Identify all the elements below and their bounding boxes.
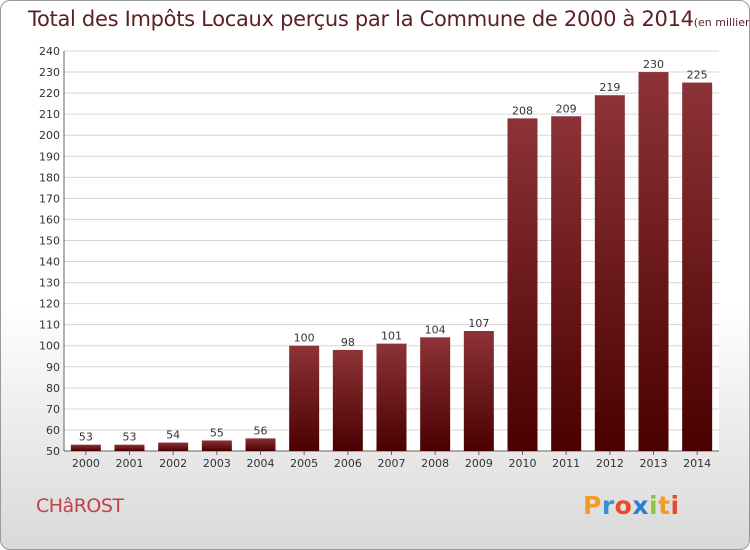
logo-letter: i bbox=[649, 491, 659, 520]
x-tick-label: 2011 bbox=[552, 457, 580, 470]
y-tick-label: 200 bbox=[39, 129, 60, 142]
bar bbox=[332, 349, 363, 451]
x-tick-label: 2013 bbox=[640, 457, 668, 470]
data-label: 219 bbox=[599, 81, 620, 94]
data-label: 225 bbox=[687, 69, 708, 82]
y-tick-label: 230 bbox=[39, 66, 60, 79]
x-tick-label: 2004 bbox=[247, 457, 275, 470]
data-label: 104 bbox=[425, 323, 446, 336]
data-label: 54 bbox=[166, 429, 180, 442]
bar bbox=[201, 440, 232, 451]
x-tick-label: 2007 bbox=[378, 457, 406, 470]
logo-letter: x bbox=[632, 491, 649, 520]
bar bbox=[376, 343, 407, 451]
bar bbox=[507, 118, 538, 452]
bar bbox=[463, 331, 494, 451]
y-tick-label: 120 bbox=[39, 298, 60, 311]
y-tick-label: 220 bbox=[39, 87, 60, 100]
bar bbox=[158, 442, 189, 451]
x-tick-label: 2002 bbox=[159, 457, 187, 470]
data-label: 56 bbox=[254, 424, 268, 437]
chart-title-text: Total des Impôts Locaux perçus par la Co… bbox=[28, 7, 694, 31]
data-label: 53 bbox=[123, 431, 137, 444]
commune-name: CHâROST bbox=[36, 495, 124, 517]
y-tick-label: 50 bbox=[46, 445, 60, 458]
x-tick-label: 2003 bbox=[203, 457, 231, 470]
y-tick-label: 130 bbox=[39, 277, 60, 290]
x-tick-label: 2000 bbox=[72, 457, 100, 470]
data-label: 208 bbox=[512, 104, 533, 117]
y-tick-label: 210 bbox=[39, 108, 60, 121]
data-label: 107 bbox=[468, 317, 489, 330]
x-tick-label: 2005 bbox=[290, 457, 318, 470]
y-tick-label: 180 bbox=[39, 171, 60, 184]
data-label: 230 bbox=[643, 58, 664, 71]
bar bbox=[114, 444, 145, 451]
logo-letter: o bbox=[614, 491, 633, 520]
y-tick-label: 70 bbox=[46, 403, 60, 416]
y-tick-label: 140 bbox=[39, 256, 60, 269]
x-tick-label: 2006 bbox=[334, 457, 362, 470]
y-tick-label: 150 bbox=[39, 234, 60, 247]
data-label: 101 bbox=[381, 330, 402, 343]
data-label: 100 bbox=[294, 332, 315, 345]
bar bbox=[245, 438, 276, 451]
data-label: 98 bbox=[341, 336, 355, 349]
x-tick-label: 2009 bbox=[465, 457, 493, 470]
bar bbox=[289, 345, 320, 451]
logo-letter: P bbox=[583, 491, 602, 520]
logo-letter: r bbox=[601, 491, 615, 520]
logo-letter: t bbox=[658, 491, 671, 520]
bar bbox=[70, 444, 101, 451]
bar bbox=[682, 82, 713, 451]
x-tick-label: 2001 bbox=[116, 457, 144, 470]
y-tick-label: 170 bbox=[39, 192, 60, 205]
logo-letter: i bbox=[670, 491, 680, 520]
bar bbox=[594, 95, 625, 452]
bar bbox=[420, 337, 451, 451]
x-tick-label: 2008 bbox=[421, 457, 449, 470]
bar bbox=[551, 116, 582, 452]
bar bbox=[638, 72, 669, 451]
y-tick-label: 240 bbox=[39, 45, 60, 58]
y-tick-label: 160 bbox=[39, 213, 60, 226]
x-tick-label: 2010 bbox=[509, 457, 537, 470]
data-label: 55 bbox=[210, 426, 224, 439]
chart-title: Total des Impôts Locaux perçus par la Co… bbox=[28, 7, 750, 31]
y-tick-label: 80 bbox=[46, 382, 60, 395]
y-tick-label: 100 bbox=[39, 340, 60, 353]
data-label: 209 bbox=[556, 102, 577, 115]
y-tick-label: 60 bbox=[46, 424, 60, 437]
chart-unit-note: (en milliers d'€) bbox=[693, 16, 750, 29]
x-tick-label: 2012 bbox=[596, 457, 624, 470]
y-tick-label: 110 bbox=[39, 319, 60, 332]
x-tick-label: 2014 bbox=[683, 457, 711, 470]
proxiti-logo: Proxiti bbox=[583, 491, 680, 520]
y-tick-label: 90 bbox=[46, 361, 60, 374]
data-label: 53 bbox=[79, 431, 93, 444]
y-tick-label: 190 bbox=[39, 150, 60, 163]
